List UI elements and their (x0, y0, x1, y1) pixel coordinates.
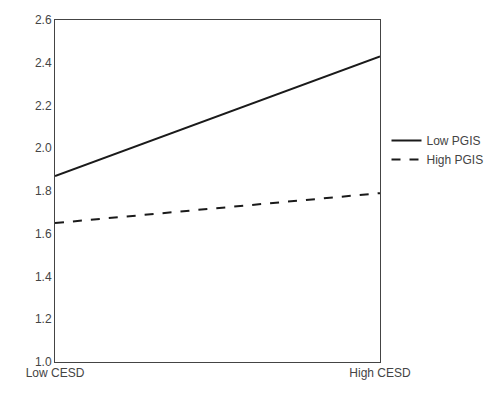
svg-text:2.2: 2.2 (35, 99, 52, 113)
svg-text:2.6: 2.6 (35, 13, 52, 27)
svg-text:2.4: 2.4 (35, 56, 52, 70)
svg-text:High PGIS: High PGIS (427, 153, 484, 167)
svg-text:High CESD: High CESD (349, 366, 411, 380)
svg-text:Low PGIS: Low PGIS (427, 134, 481, 148)
svg-text:1.6: 1.6 (35, 227, 52, 241)
svg-text:1.4: 1.4 (35, 270, 52, 284)
svg-text:1.0: 1.0 (35, 355, 52, 369)
svg-text:Low CESD: Low CESD (26, 366, 85, 380)
svg-text:1.2: 1.2 (35, 312, 52, 326)
svg-text:1.8: 1.8 (35, 184, 52, 198)
svg-text:2.0: 2.0 (35, 141, 52, 155)
